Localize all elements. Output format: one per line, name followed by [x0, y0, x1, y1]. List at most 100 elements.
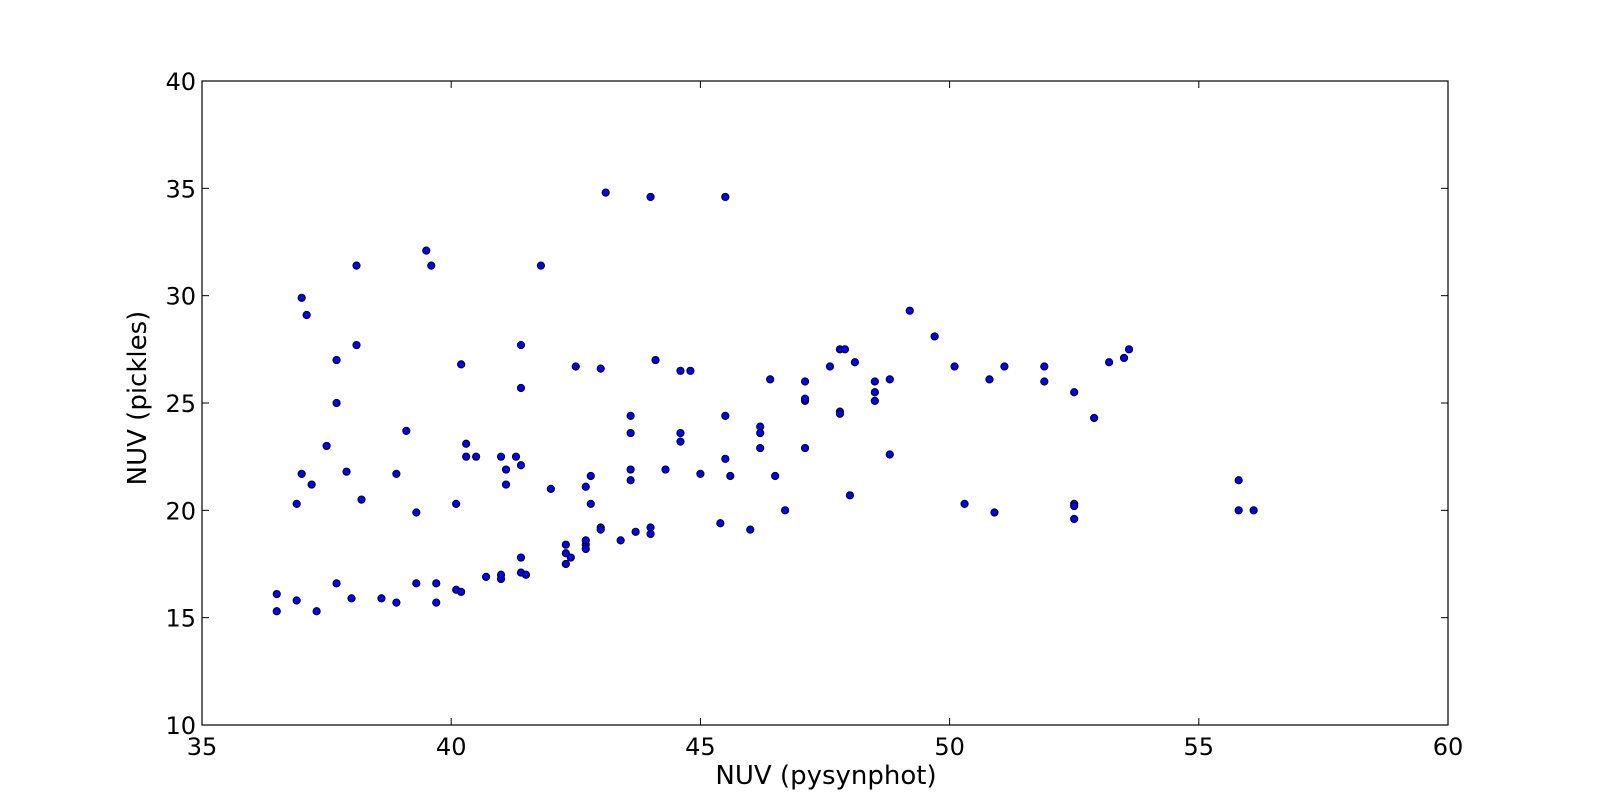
- data-point: [516, 461, 526, 470]
- data-point: [1249, 506, 1258, 515]
- data-point: [905, 306, 914, 315]
- data-point: [536, 261, 546, 270]
- y-axis-label: NUV (pickles): [123, 311, 153, 486]
- data-point: [601, 188, 610, 197]
- data-point: [781, 506, 790, 515]
- data-point: [596, 364, 605, 373]
- data-point: [885, 450, 894, 459]
- data-point: [501, 480, 511, 489]
- data-point: [1070, 514, 1079, 524]
- data-point: [452, 499, 461, 508]
- data-point: [481, 572, 491, 581]
- data-point: [307, 480, 316, 489]
- data-point: [990, 508, 999, 517]
- data-point: [432, 598, 441, 607]
- data-point: [472, 452, 481, 461]
- data-point: [646, 529, 655, 539]
- data-point: [825, 362, 835, 371]
- data-point: [571, 362, 580, 371]
- y-tick-label: 25: [165, 390, 196, 418]
- x-tick-label: 35: [187, 733, 218, 761]
- data-point: [676, 366, 685, 375]
- data-point: [581, 544, 590, 554]
- x-axis-label: NUV (pysynphot): [715, 761, 936, 791]
- data-point: [501, 465, 511, 474]
- data-point: [561, 559, 570, 569]
- data-point: [312, 607, 321, 616]
- data-point: [721, 192, 730, 202]
- data-point: [771, 471, 780, 481]
- data-point: [1124, 345, 1134, 354]
- y-tick-label: 40: [165, 68, 196, 96]
- data-point: [302, 310, 311, 320]
- data-point: [586, 471, 595, 481]
- data-point: [357, 495, 366, 504]
- data-point: [845, 491, 855, 500]
- data-point: [721, 411, 730, 420]
- y-tick-label: 15: [165, 605, 196, 633]
- data-point: [297, 293, 306, 302]
- data-point: [686, 366, 695, 375]
- data-point: [840, 345, 850, 354]
- data-point: [457, 587, 466, 597]
- data-point: [516, 340, 526, 350]
- data-point: [626, 465, 635, 474]
- data-point: [835, 409, 845, 418]
- data-point: [626, 428, 635, 438]
- data-point: [626, 476, 635, 485]
- data-point: [1234, 506, 1243, 515]
- y-tick-label: 35: [165, 175, 196, 203]
- x-tick-label: 60: [1433, 733, 1464, 761]
- data-point: [546, 484, 555, 493]
- data-point: [581, 482, 590, 491]
- data-point: [930, 332, 939, 341]
- x-tick-label: 50: [934, 733, 965, 761]
- data-point: [626, 411, 635, 420]
- data-point: [412, 579, 421, 588]
- data-point: [402, 426, 411, 436]
- x-tick-label: 55: [1184, 733, 1215, 761]
- data-point: [676, 428, 685, 438]
- data-point: [651, 355, 660, 365]
- y-tick-label: 20: [165, 497, 196, 525]
- data-point: [960, 499, 969, 508]
- data-point: [462, 439, 471, 448]
- data-point: [1090, 413, 1099, 423]
- data-point: [511, 452, 521, 461]
- data-points: [272, 188, 1258, 616]
- data-point: [1040, 377, 1049, 386]
- data-point: [377, 594, 386, 603]
- data-point: [800, 394, 810, 403]
- data-point: [676, 437, 685, 446]
- data-point: [516, 553, 526, 562]
- data-point: [1070, 501, 1079, 511]
- data-point: [950, 362, 959, 371]
- x-tick-label: 45: [685, 733, 716, 761]
- data-point: [1040, 362, 1049, 371]
- y-tick-label: 30: [165, 283, 196, 311]
- plot-area: [201, 80, 1449, 726]
- data-point: [746, 525, 755, 534]
- data-point: [561, 540, 570, 549]
- data-point: [332, 579, 341, 588]
- data-point: [850, 358, 860, 367]
- data-point: [616, 536, 625, 545]
- y-axis-ticks: 10 15 20 25 30 35 40: [165, 68, 1448, 740]
- data-point: [292, 596, 301, 605]
- data-point: [1234, 476, 1243, 485]
- data-point: [516, 383, 526, 393]
- data-point: [870, 377, 879, 386]
- data-point: [496, 570, 506, 579]
- data-point: [347, 594, 356, 603]
- data-point: [457, 360, 466, 369]
- data-point: [292, 499, 301, 508]
- data-point: [332, 398, 341, 408]
- data-point: [631, 527, 640, 536]
- data-point: [800, 443, 810, 453]
- data-point: [596, 525, 605, 534]
- data-point: [392, 469, 401, 478]
- data-point: [716, 519, 725, 528]
- data-point: [521, 570, 531, 579]
- data-point: [432, 579, 441, 588]
- data-point: [412, 508, 421, 517]
